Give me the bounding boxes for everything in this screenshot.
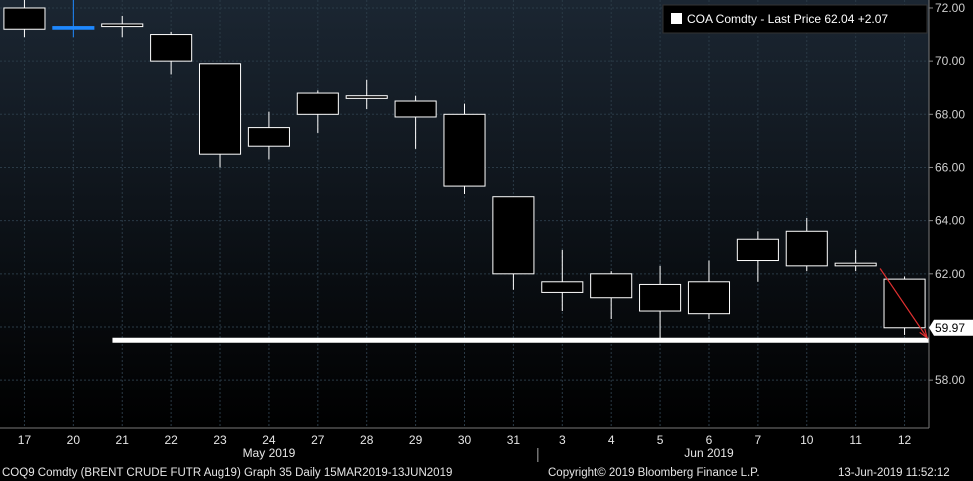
last-value-label: 59.97 [935,321,965,335]
x-tick-label: 11 [849,433,862,447]
x-tick-label: 24 [262,433,276,447]
candle-body [785,230,828,267]
x-tick-label: 23 [213,433,227,447]
y-axis: 58.0060.0062.0064.0066.0068.0070.0072.00… [928,0,973,428]
candle [198,63,242,168]
candle-body [296,92,339,115]
x-tick-label: 22 [164,433,178,447]
candle [687,260,731,320]
legend: COA Comdty - Last Price 62.04 +2.07 [662,4,928,34]
candle [443,103,486,195]
candle [541,249,584,312]
x-tick-label: 21 [116,433,130,447]
candle [394,95,437,149]
candle-body [736,238,779,262]
trend-arrow [879,268,928,338]
candle [639,265,682,341]
candle-body [52,26,95,30]
candles [3,0,926,341]
legend-swatch [671,13,682,24]
footer: COQ9 Comdty (BRENT CRUDE FUTR Aug19) Gra… [2,467,950,479]
axis-background [929,0,973,428]
x-tick-label: 4 [608,433,615,447]
x-tick-label: 20 [67,433,81,447]
y-tick-label: 66.00 [935,160,965,174]
trend-arrow-head [919,328,928,340]
month-label: May 2019 [243,446,296,460]
candle [296,90,339,133]
candle-body [101,23,144,28]
annotations [112,268,929,343]
candle-body [394,100,437,118]
candle-body [639,283,682,312]
candle-body [443,113,486,187]
last-value-marker [929,319,973,336]
x-tick-label: 3 [559,433,566,447]
month-label: Jun 2019 [684,446,734,460]
candle [150,31,193,75]
candle-body [590,273,633,299]
x-axis: 17 20 21 22 23 24 27 28 29 30 31 3 4 5 6 7 10 11 12 May 201… [0,427,929,462]
candle [590,271,633,320]
footer-source: COQ9 Comdty (BRENT CRUDE FUTR Aug19) Gra… [2,467,452,479]
candle-body [3,7,46,30]
candle [492,196,535,290]
gridlines [0,0,929,428]
candle [247,111,290,160]
candle [3,0,46,38]
y-tick-label: 62.00 [935,267,965,281]
x-tick-label: 12 [898,433,912,447]
candle [736,231,779,282]
candle [834,249,877,272]
x-tick-label: 7 [755,433,762,447]
candle [345,79,388,109]
x-tick-label: 5 [657,433,664,447]
x-tick-label: 10 [800,433,814,447]
x-tick-label: 28 [360,433,374,447]
candle-body [345,95,388,99]
candle [101,15,144,38]
y-tick-label: 72.00 [935,1,965,15]
footer-copyright: Copyright© 2019 Bloomberg Finance L.P. [548,467,760,479]
candle [883,276,926,335]
candle-body [883,278,926,329]
y-tick-label: 68.00 [935,107,965,121]
x-tick-label: 29 [409,433,423,447]
x-tick-label: 30 [458,433,472,447]
legend-label: COA Comdty - Last Price 62.04 +2.07 [687,12,888,26]
candle-body [687,281,731,315]
x-tick-label: 17 [18,433,32,447]
y-tick-label: 58.00 [935,373,965,387]
y-tick-label: 70.00 [935,54,965,68]
candle-body [198,63,242,155]
candle-body [247,127,290,147]
candle-body [834,262,877,267]
x-tick-label: 27 [311,433,325,447]
legend-box [662,4,928,34]
x-tick-label: 31 [507,433,521,447]
candle [785,217,828,272]
candle-body [492,196,535,275]
candle [52,0,95,38]
x-tick-label: 6 [706,433,713,447]
candle-body [541,281,584,293]
candle-body [150,34,193,62]
y-tick-label: 64.00 [935,214,965,228]
footer-timestamp: 13-Jun-2019 11:52:12 [838,467,950,479]
